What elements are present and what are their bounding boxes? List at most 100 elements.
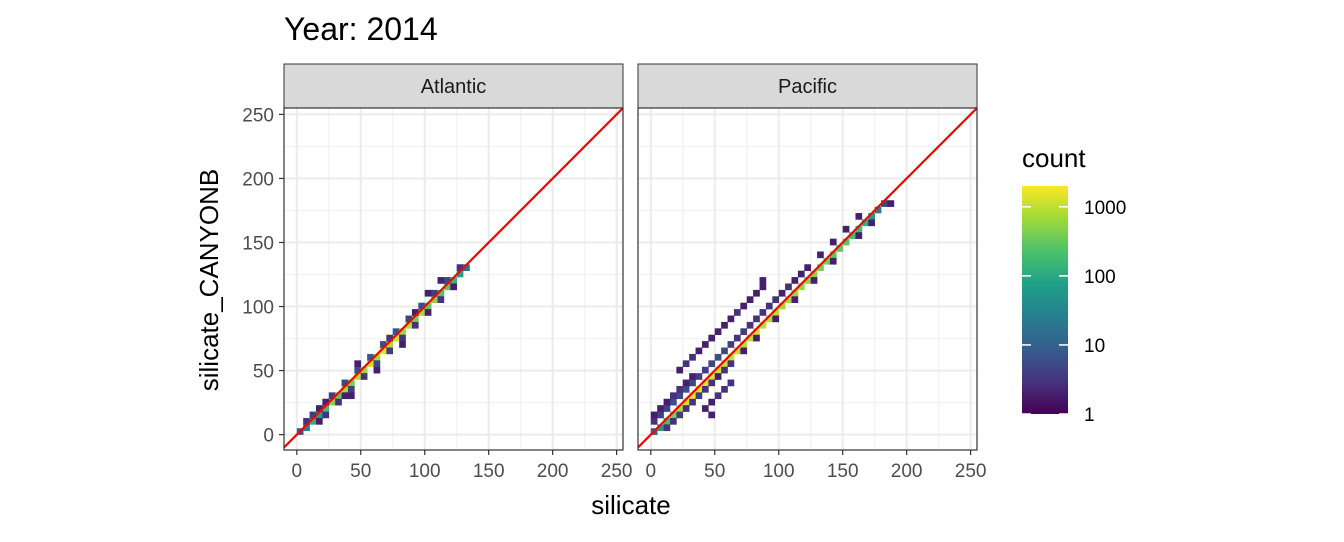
- heatmap-bin: [708, 360, 716, 368]
- heatmap-bin: [682, 385, 690, 393]
- legend-tick-label: 10: [1084, 336, 1105, 357]
- panel-atlantic: Atlantic 0 50 100 150 200 250: [283, 63, 632, 482]
- chart-title: Year: 2014: [284, 11, 438, 47]
- facet-strip: [637, 63, 978, 109]
- heatmap-bin: [411, 321, 419, 329]
- heatmap-bin: [335, 392, 342, 400]
- heatmap-bin: [315, 405, 323, 412]
- heatmap-bin: [785, 296, 792, 303]
- legend-title: count: [1022, 143, 1086, 173]
- reference-line: [284, 108, 623, 449]
- legend-ticks: 1 10 100 1000: [1022, 198, 1126, 426]
- heatmap-bin: [418, 302, 426, 310]
- x-axis-pacific: 0 50 100 150 200 250: [646, 450, 986, 482]
- heatmap-bin: [785, 283, 792, 291]
- heatmap-bin: [463, 264, 470, 271]
- heatmap-bin: [868, 213, 875, 220]
- heatmap-bin: [354, 366, 362, 374]
- heatmap-bin: [315, 417, 323, 425]
- heatmap-bin: [347, 379, 355, 387]
- heatmap-bin: [733, 309, 741, 316]
- heatmap-bin: [887, 200, 895, 207]
- y-axis-label: silicate_CANYONB: [194, 169, 224, 392]
- heatmap-bin: [682, 360, 690, 368]
- heatmap-bin: [328, 392, 336, 400]
- heatmap-bin: [341, 392, 349, 400]
- heatmap-bin: [341, 385, 349, 393]
- heatmap-bin: [797, 270, 805, 278]
- heatmap-bin: [778, 289, 786, 297]
- heatmap-bin: [669, 398, 677, 406]
- heatmap-bin: [399, 328, 406, 336]
- heatmap-bin: [701, 366, 709, 374]
- heatmap-bin: [708, 379, 716, 387]
- heatmap-bin: [424, 309, 432, 316]
- gridlines: [638, 108, 977, 450]
- x-tick-label: 150: [473, 461, 505, 482]
- heatmap-bin: [861, 219, 869, 227]
- heatmap-bin: [791, 277, 799, 284]
- heatmap-bin: [721, 347, 728, 355]
- heatmap-bin: [740, 341, 748, 348]
- x-tick-label: 100: [763, 461, 795, 482]
- y-tick-label: 250: [242, 105, 274, 126]
- heatmap-bin: [379, 347, 387, 355]
- legend-tick-label: 1: [1084, 405, 1095, 426]
- heatmap-bin: [855, 213, 863, 220]
- legend-colorbar: [1022, 186, 1068, 414]
- x-tick-label: 50: [350, 461, 371, 482]
- x-axis-atlantic: 0 50 100 150 200 250: [292, 450, 632, 482]
- heatmap-bin: [868, 219, 875, 227]
- x-tick-label: 100: [409, 461, 441, 482]
- heatmap-bin: [791, 289, 799, 297]
- heatmap-bin: [411, 309, 419, 316]
- heatmap-bin: [733, 334, 741, 342]
- heatmap-bin: [810, 277, 818, 284]
- heatmap-bin: [379, 341, 387, 348]
- heatmap-bin: [823, 257, 831, 265]
- heatmap-bin: [373, 366, 381, 374]
- heatmap-bin: [663, 405, 671, 412]
- heatmap-bin: [829, 238, 837, 246]
- heatmap-bin: [759, 309, 767, 316]
- heatmap-bin: [367, 353, 374, 361]
- heatmap-bin: [347, 385, 355, 393]
- heatmap-bin: [701, 341, 709, 348]
- heatmap-bins: [650, 200, 895, 435]
- heatmap-bin: [881, 200, 888, 207]
- heatmap-bin: [727, 379, 735, 387]
- heatmap-bin: [753, 289, 760, 297]
- heatmap-bin: [392, 328, 400, 336]
- heatmap-bin: [804, 277, 811, 284]
- heatmap-bin: [708, 373, 716, 380]
- heatmap-bin: [689, 398, 696, 406]
- heatmap-bin: [309, 417, 317, 425]
- heatmap-bin: [874, 206, 882, 214]
- heatmap-bin: [676, 366, 684, 374]
- y-tick-label: 150: [242, 233, 274, 254]
- heatmap-bin: [727, 315, 735, 323]
- facet-strip-label: Atlantic: [421, 76, 487, 98]
- heatmap-bin: [829, 257, 837, 265]
- heatmap-bin: [714, 353, 722, 361]
- heatmap-bin: [701, 379, 709, 387]
- heatmap-bin: [322, 398, 330, 406]
- heatmap-bin: [721, 360, 728, 368]
- heatmap-bin: [322, 405, 330, 412]
- heatmap-bin: [450, 283, 457, 291]
- heatmap-bin: [669, 411, 677, 419]
- heatmap-bin: [657, 424, 664, 432]
- heatmap-bin: [437, 277, 445, 284]
- heatmap-bin: [759, 277, 767, 284]
- heatmap-bin: [657, 405, 664, 412]
- x-tick-label: 200: [891, 461, 923, 482]
- heatmap-bin: [676, 411, 684, 419]
- heatmap-bin: [322, 411, 330, 419]
- y-axis: 0 50 100 150 200 250: [242, 105, 284, 447]
- heatmap-bin: [701, 385, 709, 393]
- heatmap-bin: [695, 373, 703, 380]
- heatmap-bin: [386, 334, 394, 342]
- heatmap-bin: [437, 296, 445, 303]
- heatmap-bin: [424, 302, 432, 310]
